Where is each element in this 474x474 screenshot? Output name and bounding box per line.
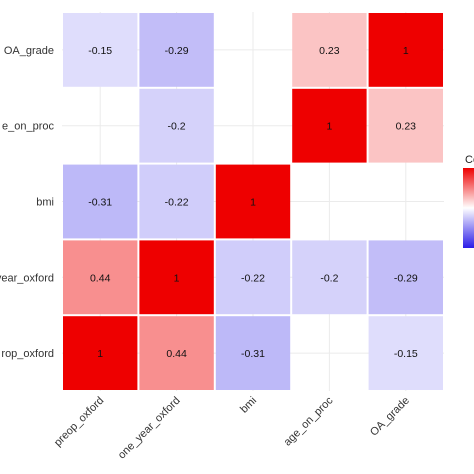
y-axis-tick-labels: rop_oxford year_oxford bmi e_on_proc OA_grad… [0,45,54,360]
cell-value-label: -0.22 [165,197,189,209]
cell-value-label: 0.44 [90,272,111,284]
heatmap-cell-one_year_oxford-one_year_oxford [139,240,214,315]
heatmap-cell-bmi-bmi [215,164,291,239]
heatmap-cell-one_year_oxford-preop_oxford [139,316,214,390]
cell-value-label: -0.2 [320,272,338,284]
cell-value-label: -0.15 [88,45,112,57]
y-tick-label: e_on_proc [2,121,54,133]
heatmap-cell-age_on_proc-one_year_oxford [292,240,367,315]
heatmap-cell-one_year_oxford-age_on_proc [139,88,214,163]
heatmap-cell-OA_grade-OA_grade [368,13,443,87]
legend-title: Ce [465,154,474,166]
cell-value-label: 0.23 [319,45,340,57]
cell-value-label: -0.31 [88,197,112,209]
heatmap-cell-preop_oxford-preop_oxford [63,316,138,390]
x-tick-label: preop_oxford [52,395,106,449]
color-legend: Ce [463,154,474,248]
heatmap-cell-OA_grade-age_on_proc [368,88,443,163]
heatmap-cells: 1 0.44 -0.31 -0.15 0.44 1 -0.22 -0.2 -0.29 -0.31 -… [63,13,443,390]
cell-value-label: 0.23 [396,121,417,133]
heatmap-cell-preop_oxford-OA_grade [63,13,138,87]
heatmap-cell-OA_grade-one_year_oxford [368,240,443,315]
x-tick-label: age_on_proc [282,394,336,448]
cell-value-label: -0.2 [168,121,186,133]
cell-value-label: 1 [326,121,332,133]
cell-value-label: -0.22 [241,272,265,284]
y-tick-label: OA_grade [4,45,54,57]
cell-value-label: 1 [250,197,256,209]
heatmap-cell-bmi-one_year_oxford [215,240,291,315]
cell-value-label: -0.15 [394,348,418,360]
heatmap-cell-age_on_proc-age_on_proc [292,88,367,163]
cell-value-label: 1 [174,272,180,284]
cell-value-label: -0.31 [241,348,265,360]
heatmap-cell-bmi-preop_oxford [215,316,291,390]
heatmap-cell-age_on_proc-OA_grade [292,13,367,87]
heatmap-cell-one_year_oxford-bmi [139,164,214,239]
cell-value-label: 1 [97,348,103,360]
x-tick-label: OA_grade [368,395,412,439]
x-axis-tick-labels: preop_oxford one_year_oxford bmi age_on_pro… [52,394,412,461]
y-tick-label: rop_oxford [1,348,54,360]
heatmap-cell-preop_oxford-bmi [63,164,138,239]
heatmap-cell-one_year_oxford-OA_grade [139,13,214,87]
x-tick-label: one_year_oxford [116,395,183,462]
cell-value-label: -0.29 [165,45,189,57]
heatmap-cell-preop_oxford-one_year_oxford [63,240,138,315]
heatmap-cell-OA_grade-preop_oxford [368,316,443,390]
cell-value-label: 1 [403,45,409,57]
y-tick-label: year_oxford [0,272,54,284]
cell-value-label: 0.44 [166,348,187,360]
cell-value-label: -0.29 [394,272,418,284]
x-tick-label: bmi [238,395,259,416]
y-tick-label: bmi [36,197,54,209]
legend-color-bar [463,168,474,248]
